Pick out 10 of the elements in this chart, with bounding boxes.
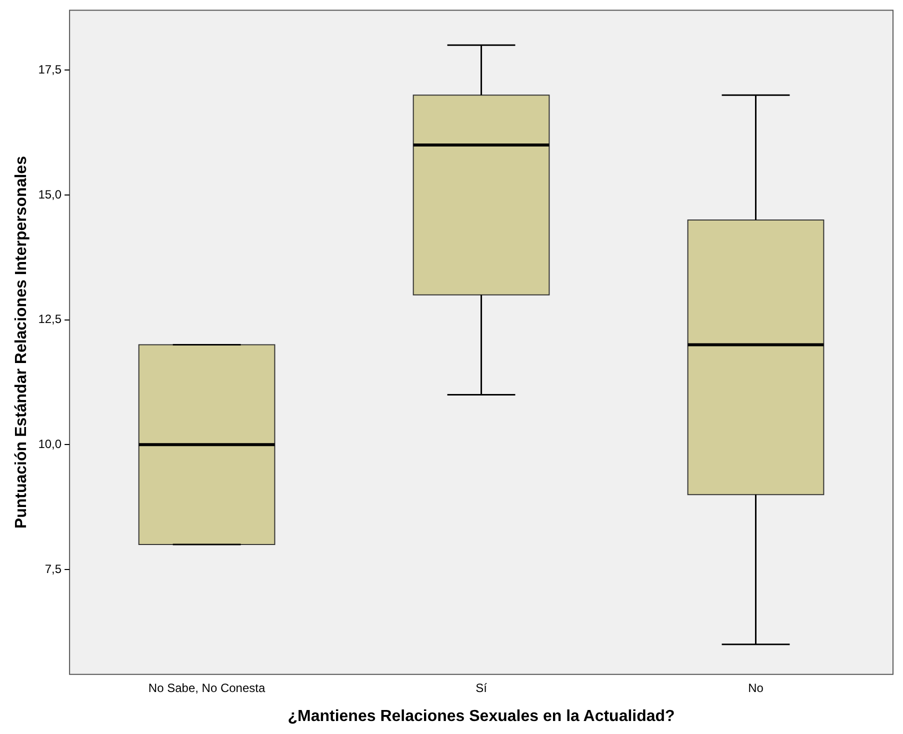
- x-axis-title: ¿Mantienes Relaciones Sexuales en la Actualidad?: [288, 708, 675, 725]
- y-axis-title: Puntuación Estándar Relaciones Interpersonales: [13, 156, 30, 529]
- y-tick-label: 7,5: [44, 562, 62, 576]
- x-tick-label: Sí: [476, 680, 488, 695]
- y-tick-label: 17,5: [38, 62, 62, 76]
- y-tick-label: 15,0: [38, 187, 62, 202]
- y-tick-label: 12,5: [38, 312, 62, 326]
- x-tick-label: No: [748, 680, 764, 695]
- y-tick-label: 10,0: [38, 436, 62, 451]
- x-tick-label: No Sabe, No Conesta: [148, 680, 266, 695]
